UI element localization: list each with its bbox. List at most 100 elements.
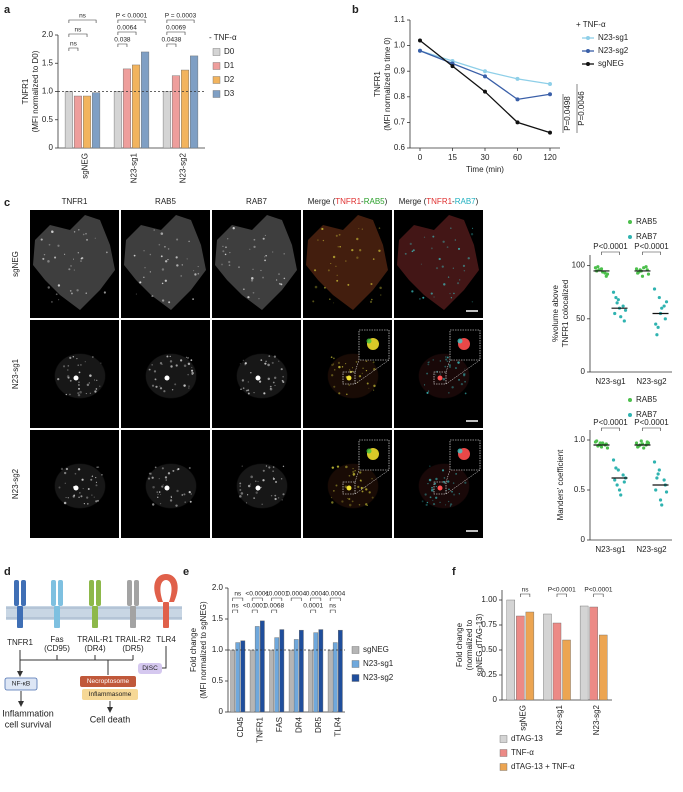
- point: [515, 76, 520, 81]
- speckle: [94, 390, 97, 393]
- legend-label: N23-sg2: [363, 673, 394, 682]
- speckle: [438, 257, 441, 261]
- speckle: [106, 251, 108, 254]
- speckle: [274, 494, 277, 497]
- speckle: [164, 245, 166, 248]
- speckle: [456, 282, 460, 285]
- speckle: [338, 365, 341, 369]
- bar: [274, 637, 280, 713]
- speckle: [47, 286, 50, 289]
- legend-label: N23-sg1: [598, 33, 629, 42]
- speckle: [149, 253, 152, 256]
- y-axis-label: TNFR1: [21, 78, 30, 104]
- x-tick-label: DR5: [314, 716, 323, 733]
- speckle: [168, 301, 171, 304]
- speckle: [452, 482, 455, 484]
- speckle: [331, 501, 334, 504]
- speckle: [76, 358, 78, 360]
- data-point: [664, 490, 669, 494]
- speckle: [404, 252, 407, 255]
- data-point: [655, 476, 659, 480]
- speckle: [333, 490, 335, 492]
- data-point: [663, 317, 667, 321]
- speckle: [327, 269, 330, 272]
- speckle: [455, 473, 457, 475]
- speckle: [365, 488, 368, 491]
- speckle: [275, 279, 278, 281]
- bright-spot: [255, 375, 261, 381]
- y-tick-label: 0.5: [212, 676, 224, 685]
- legend-swatch: [212, 76, 221, 84]
- data-point: [646, 441, 651, 445]
- micrograph: [30, 320, 119, 428]
- data-point: [639, 439, 643, 443]
- speckle: [258, 380, 262, 383]
- speckle: [154, 378, 157, 381]
- receptor-label: Fas: [50, 635, 63, 644]
- speckle: [360, 480, 362, 482]
- significance-label: 0.038: [114, 37, 131, 44]
- significance-label: 0.0438: [161, 37, 181, 44]
- micrograph: [121, 210, 210, 318]
- speckle: [185, 356, 187, 358]
- data-point: [593, 266, 598, 270]
- data-point: [595, 439, 599, 443]
- pathway-diagram: TNFR1 Fas (CD95) TRAIL-R1 (DR4) TRAIL-R2…: [2, 574, 182, 729]
- significance-label: 0.0001: [303, 603, 323, 610]
- speckle: [371, 496, 374, 499]
- speckle: [162, 484, 164, 486]
- speckle: [253, 497, 256, 500]
- speckle: [317, 239, 319, 241]
- speckle: [359, 471, 362, 474]
- speckle: [264, 234, 266, 237]
- significance-label: ns: [75, 27, 83, 34]
- speckle: [222, 250, 225, 253]
- significance-bracket: [329, 609, 336, 613]
- point: [483, 74, 487, 79]
- x-tick-label: 15: [448, 153, 457, 162]
- legend-label: D1: [224, 61, 235, 70]
- significance-label: <0.0001: [243, 603, 267, 610]
- speckle: [351, 367, 354, 369]
- significance-bracket: [166, 19, 195, 23]
- speckle: [247, 296, 250, 299]
- data-point: [658, 498, 663, 502]
- speckle: [81, 257, 84, 260]
- outcome-label: cell survival: [5, 719, 52, 729]
- speckle: [155, 385, 158, 388]
- speckle: [70, 292, 73, 295]
- data-point: [642, 446, 646, 450]
- speckle: [271, 361, 274, 364]
- significance-label: 0.0004: [325, 591, 345, 598]
- speckle: [244, 362, 247, 365]
- speckle: [80, 260, 82, 262]
- speckle: [242, 359, 244, 362]
- speckle: [48, 243, 51, 246]
- speckle: [245, 502, 248, 504]
- speckle: [439, 501, 441, 503]
- speckle: [280, 478, 283, 480]
- speckle: [183, 364, 187, 367]
- speckle: [189, 500, 192, 503]
- image-background: [121, 210, 210, 318]
- speckle: [85, 292, 87, 294]
- speckle: [352, 470, 355, 473]
- speckle: [157, 496, 159, 498]
- speckle: [164, 476, 168, 479]
- speckle: [151, 364, 153, 366]
- significance-bracket: [232, 597, 244, 601]
- speckle: [351, 370, 354, 373]
- x-tick-label: 60: [513, 153, 522, 162]
- data-point: [613, 311, 617, 316]
- speckle: [268, 355, 271, 358]
- y-tick-label: 0.75: [481, 620, 497, 629]
- speckle: [364, 486, 366, 488]
- speckle: [78, 496, 80, 499]
- y-axis-label: %volume above: [551, 284, 560, 341]
- speckle: [470, 233, 474, 236]
- speckle: [151, 384, 155, 387]
- receptor-label: (DR5): [122, 644, 144, 653]
- speckle: [272, 251, 274, 253]
- receptor-label: (CD95): [44, 644, 70, 653]
- x-tick-label: N23-sg1: [595, 545, 626, 554]
